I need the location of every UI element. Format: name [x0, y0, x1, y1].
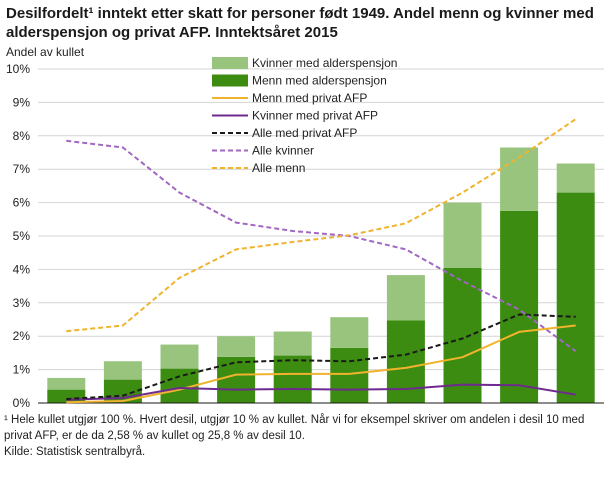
legend-label: Kvinner med alderspensjon [252, 56, 397, 70]
bar-menn-med-alderspensjon [386, 320, 425, 403]
bar-kvinner-med-alderspensjon [273, 331, 312, 356]
series-line-alle-med-privat-afp [66, 313, 576, 400]
bar-kvinner-med-alderspensjon [47, 377, 86, 390]
legend-label: Alle kvinner [252, 144, 314, 158]
series-line-kvinner-med-privat-afp [66, 383, 576, 401]
lines [66, 118, 577, 404]
bar-kvinner-med-alderspensjon [443, 202, 482, 268]
legend-label: Alle menn [252, 161, 305, 175]
notes: ¹ Hele kullet utgjør 100 %. Hvert desil,… [4, 412, 608, 460]
y-tick-label: 6% [13, 196, 31, 210]
y-tick-label: 7% [13, 162, 31, 176]
y-tick-label: 3% [13, 296, 31, 310]
bar-menn-med-alderspensjon [103, 379, 142, 403]
y-tick-label: 9% [13, 95, 31, 109]
bar-menn-med-alderspensjon [556, 192, 595, 403]
bar-menn-med-alderspensjon [500, 210, 539, 403]
y-tick-label: 5% [13, 229, 31, 243]
bar-menn-med-alderspensjon [443, 267, 482, 403]
y-tick-label: 2% [13, 329, 31, 343]
source-note: Kilde: Statistisk sentralbyrå. [4, 446, 146, 458]
y-tick-label: 4% [13, 262, 31, 276]
bar-kvinner-med-alderspensjon [556, 163, 595, 193]
bar-menn-med-alderspensjon [330, 347, 369, 403]
bars [38, 147, 604, 404]
legend-label: Menn med privat AFP [252, 91, 367, 105]
bar-menn-med-alderspensjon [273, 355, 312, 403]
series-line-alle-kvinner [66, 139, 577, 353]
legend-label: Kvinner med privat AFP [252, 109, 378, 123]
series-line-alle-menn [66, 118, 577, 333]
bar-kvinner-med-alderspensjon [386, 275, 425, 321]
bar-menn-med-alderspensjon [217, 356, 256, 403]
bar-kvinner-med-alderspensjon [103, 361, 142, 380]
chart: Andel av kullet 0%1%2%3%4%5%6%7%8%9%10% … [6, 45, 604, 410]
legend-swatch [212, 74, 248, 87]
series-line-menn-med-privat-afp [66, 324, 576, 404]
legend-label: Alle med privat AFP [252, 126, 357, 140]
legend-label: Menn med alderspensjon [252, 74, 387, 88]
y-tick-label: 1% [13, 363, 31, 377]
y-tick-label: 8% [13, 129, 31, 143]
footnote: ¹ Hele kullet utgjør 100 %. Hvert desil,… [4, 414, 585, 442]
y-tick-label: 0% [13, 396, 31, 410]
y-tick-labels: 0% 1% 2% 3% 4% 5% 6% 7% 8% 9% 10% [6, 62, 30, 410]
legend: Kvinner med alderspensjon Menn med alders… [212, 56, 397, 175]
bar-kvinner-med-alderspensjon [160, 344, 199, 369]
legend-swatch [212, 57, 248, 69]
y-axis-label: Andel av kullet [6, 45, 85, 59]
chart-title: Desilfordelt¹ inntekt etter skatt for pe… [6, 5, 594, 41]
y-tick-label: 10% [6, 62, 30, 76]
bar-kvinner-med-alderspensjon [217, 336, 256, 357]
bar-kvinner-med-alderspensjon [330, 317, 369, 348]
